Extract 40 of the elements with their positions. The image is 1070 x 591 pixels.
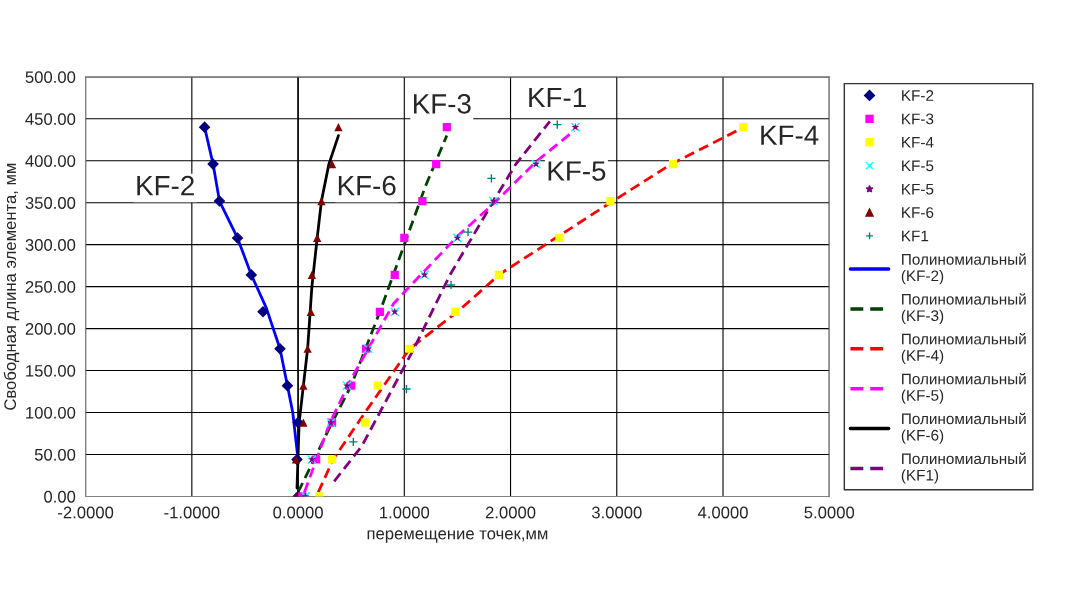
legend-label: KF-4: [902, 137, 934, 148]
legend-label: Полиномиальный (KF-6): [901, 412, 1026, 444]
x-tick-label: 4.0000: [697, 506, 748, 519]
legend-label: KF-6: [902, 207, 934, 218]
x-tick-label: 5.0000: [804, 506, 855, 519]
annotation: KF-4: [761, 125, 819, 145]
legend-label: KF-5: [902, 183, 934, 195]
annotation: KF-1: [529, 87, 586, 108]
annotation: KF-2: [137, 175, 194, 196]
y-tick-label: 200.00: [25, 323, 76, 335]
legend-label: Полиномиальный (KF-5): [901, 372, 1026, 404]
x-tick-label: 1.0000: [380, 506, 430, 519]
y-tick-label: 500.00: [25, 71, 76, 84]
y-tick-label: 300.00: [25, 239, 76, 251]
y-tick-label: 450.00: [25, 113, 76, 125]
x-tick-label: 2.0000: [485, 506, 536, 519]
annotation: KF-6: [338, 175, 396, 196]
legend-label: KF-3: [902, 113, 934, 125]
x-tick-label: 3.0000: [591, 506, 642, 519]
y-tick-label: 250.00: [25, 281, 76, 293]
x-tick-label: -2.0000: [58, 506, 114, 519]
y-axis-title: Свободная длина элемента, мм: [3, 163, 20, 410]
annotation: KF-3: [413, 93, 471, 114]
y-tick-label: 350.00: [25, 197, 76, 209]
legend-label: KF1: [902, 230, 929, 242]
y-tick-label: 400.00: [25, 155, 76, 167]
legend-label: Полиномиальный (KF-3): [901, 293, 1026, 325]
y-tick-label: 0.00: [44, 490, 76, 503]
x-tick-label: 0.0000: [273, 506, 323, 519]
y-tick-label: 50.00: [34, 448, 76, 461]
legend-label: KF-5: [902, 160, 934, 172]
y-tick-label: 150.00: [26, 364, 76, 377]
legend-label: KF-2: [902, 90, 934, 101]
x-axis-title: перемещение точек,мм: [367, 530, 548, 543]
legend-label: Полиномиальный (KF-2): [901, 253, 1026, 285]
y-tick-label: 100.00: [26, 406, 76, 419]
legend-label: Полиномиальный (KF1): [901, 452, 1026, 484]
x-tick-label: -1.0000: [164, 506, 220, 519]
annotation: KF-5: [548, 161, 606, 181]
legend-label: Полиномиальный (KF-4): [901, 333, 1026, 364]
